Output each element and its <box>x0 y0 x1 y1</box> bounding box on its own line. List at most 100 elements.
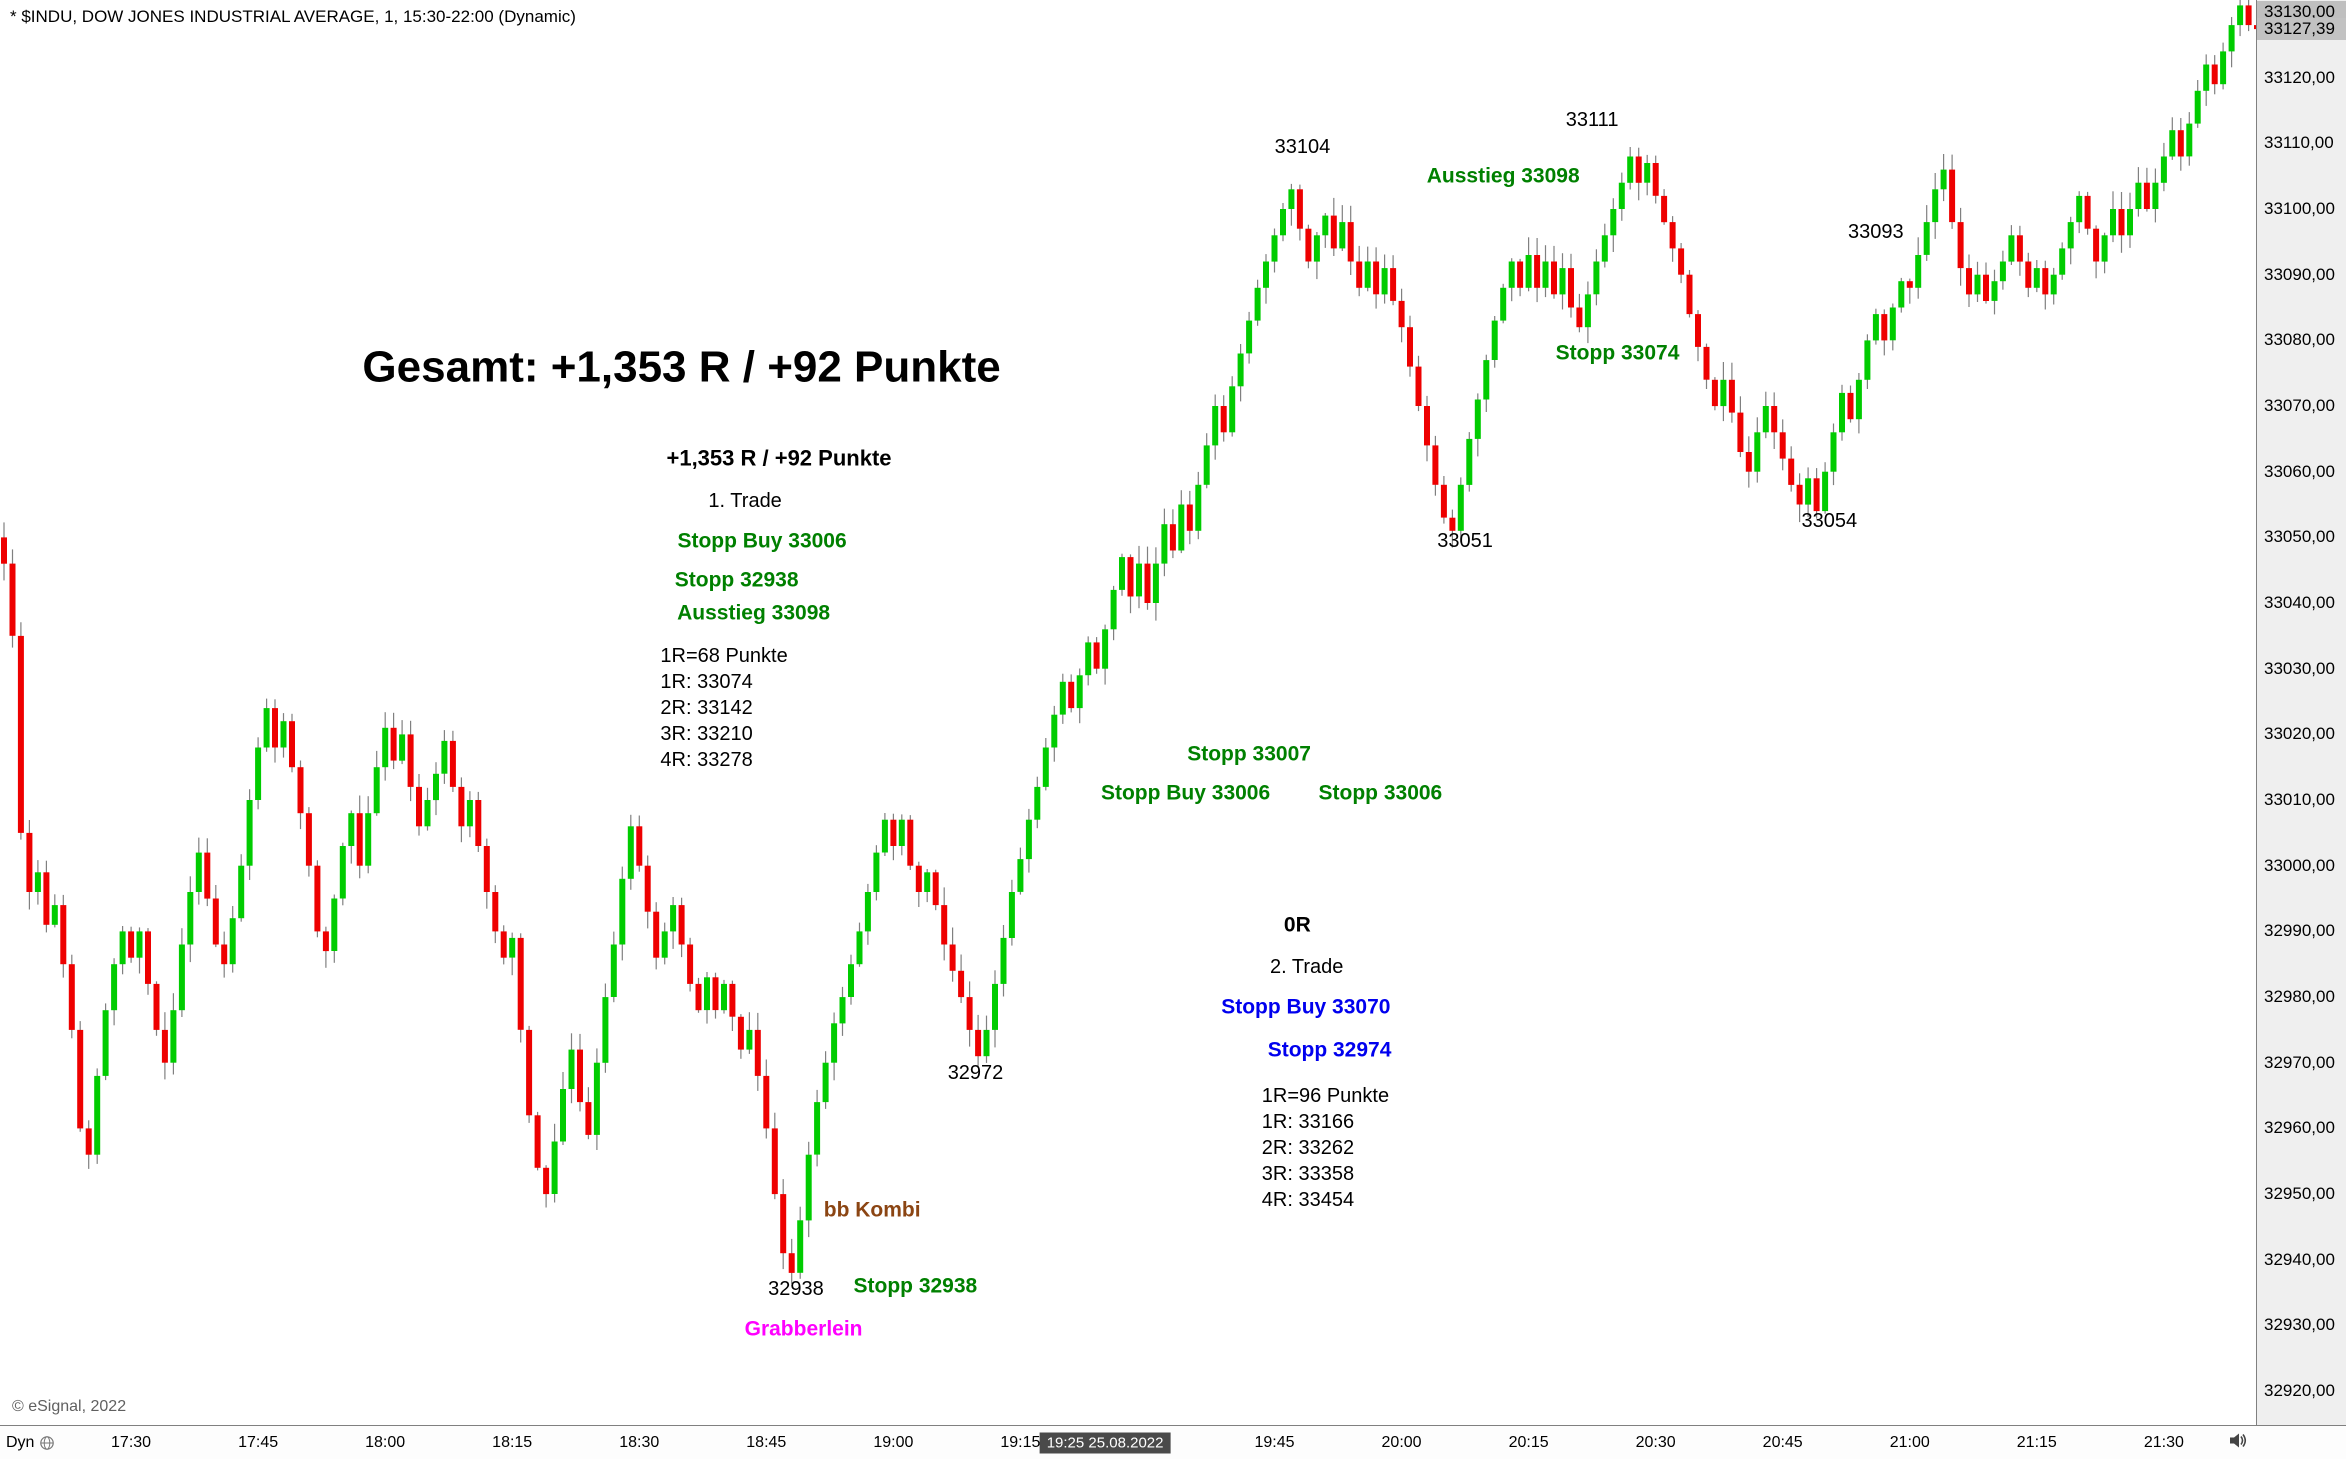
candle <box>627 826 634 879</box>
candle <box>1144 563 1151 603</box>
candle <box>670 905 677 932</box>
speaker-icon[interactable] <box>2228 1431 2248 1454</box>
time-axis[interactable]: Dyn 17:30 17:45 18:00 18:15 18:30 18:45 19:00 1… <box>0 1425 2346 1459</box>
time-tick: 20:45 <box>1762 1433 1803 1451</box>
candle <box>1110 589 1117 630</box>
candle <box>1915 255 1922 288</box>
candle <box>873 852 880 892</box>
candle <box>1534 255 1541 288</box>
dynamic-mode-control[interactable]: Dyn <box>6 1433 60 1452</box>
candle <box>128 931 135 958</box>
candle <box>1855 379 1862 420</box>
candle <box>229 918 236 965</box>
candle <box>1271 235 1278 262</box>
candle <box>483 846 490 892</box>
candle <box>60 905 67 965</box>
candle <box>1068 681 1075 709</box>
candle <box>1737 412 1744 452</box>
candle <box>1754 432 1761 472</box>
candle <box>1246 320 1253 354</box>
candle <box>619 878 626 945</box>
candle <box>2118 209 2125 236</box>
candle <box>839 997 846 1024</box>
candle <box>653 911 660 958</box>
candle <box>466 800 473 827</box>
candle <box>1339 222 1346 249</box>
candle <box>1661 195 1668 223</box>
candle <box>517 937 524 1030</box>
candle <box>17 635 24 833</box>
candle <box>1008 892 1015 938</box>
price-tick: 32940,00 <box>2264 1249 2335 1269</box>
candle <box>729 983 736 1017</box>
candle <box>77 1029 84 1129</box>
candle <box>1551 261 1557 295</box>
candle <box>305 813 312 866</box>
candle <box>2194 90 2201 124</box>
candle <box>602 997 609 1063</box>
candle <box>1085 642 1092 676</box>
candle <box>1906 281 1913 288</box>
candle <box>1457 484 1464 531</box>
candle <box>593 1062 600 1135</box>
price-axis[interactable]: 33130,00 33120,00 33110,00 33100,00 33090,00… <box>2256 0 2346 1425</box>
candle <box>348 813 355 846</box>
time-tick: 21:30 <box>2143 1433 2184 1451</box>
candle <box>585 1102 592 1135</box>
candle <box>34 872 41 892</box>
time-tick-row: 17:30 17:45 18:00 18:15 18:30 18:45 19:00 19:15… <box>0 1426 2256 1459</box>
candle <box>2135 182 2142 209</box>
price-tick: 32950,00 <box>2264 1184 2335 1204</box>
candle <box>526 1029 533 1116</box>
candle <box>1711 379 1718 407</box>
candle <box>43 872 50 925</box>
time-tick: 19:45 <box>1254 1433 1295 1451</box>
candle <box>1474 399 1481 439</box>
candle <box>644 865 651 912</box>
candle <box>1703 346 1710 380</box>
candle <box>983 1029 990 1057</box>
chart-plot-area[interactable]: Gesamt: +1,353 R / +92 Punkte +1,353 R / … <box>0 0 2256 1425</box>
candle <box>2067 222 2074 249</box>
candlestick-series <box>1 0 2256 1284</box>
candle <box>1686 274 1693 315</box>
candle <box>2008 235 2015 262</box>
candle <box>221 944 228 965</box>
candle <box>1254 287 1261 321</box>
candle <box>1356 261 1363 288</box>
candle <box>1220 406 1227 433</box>
candle <box>170 1010 177 1063</box>
candle <box>678 905 685 945</box>
candle <box>356 813 363 866</box>
candle <box>1440 484 1447 518</box>
candle <box>2211 64 2218 85</box>
candle <box>1881 314 1888 341</box>
candle <box>551 1141 558 1194</box>
candle <box>1059 681 1066 715</box>
time-tick: 21:00 <box>1889 1433 1930 1451</box>
candle <box>382 727 389 768</box>
candle <box>289 721 295 768</box>
candle <box>2016 235 2023 262</box>
candle <box>1491 320 1498 360</box>
candle <box>178 944 185 1011</box>
candle <box>1796 484 1803 505</box>
candle <box>1119 557 1125 590</box>
candle <box>797 1220 804 1273</box>
candle <box>881 819 888 853</box>
candle <box>195 852 202 892</box>
time-tick: 18:30 <box>619 1433 660 1451</box>
candle <box>339 846 346 899</box>
candle <box>754 1029 761 1076</box>
candle <box>721 983 727 1011</box>
candle <box>1601 235 1608 262</box>
time-tick: 18:15 <box>492 1433 533 1451</box>
candle <box>1000 937 1007 984</box>
candle <box>687 944 694 984</box>
candle <box>1720 379 1727 407</box>
time-tick: 20:15 <box>1508 1433 1549 1451</box>
candle <box>1805 478 1812 505</box>
candle <box>119 931 126 965</box>
candle <box>1432 445 1439 485</box>
candle <box>94 1075 101 1155</box>
